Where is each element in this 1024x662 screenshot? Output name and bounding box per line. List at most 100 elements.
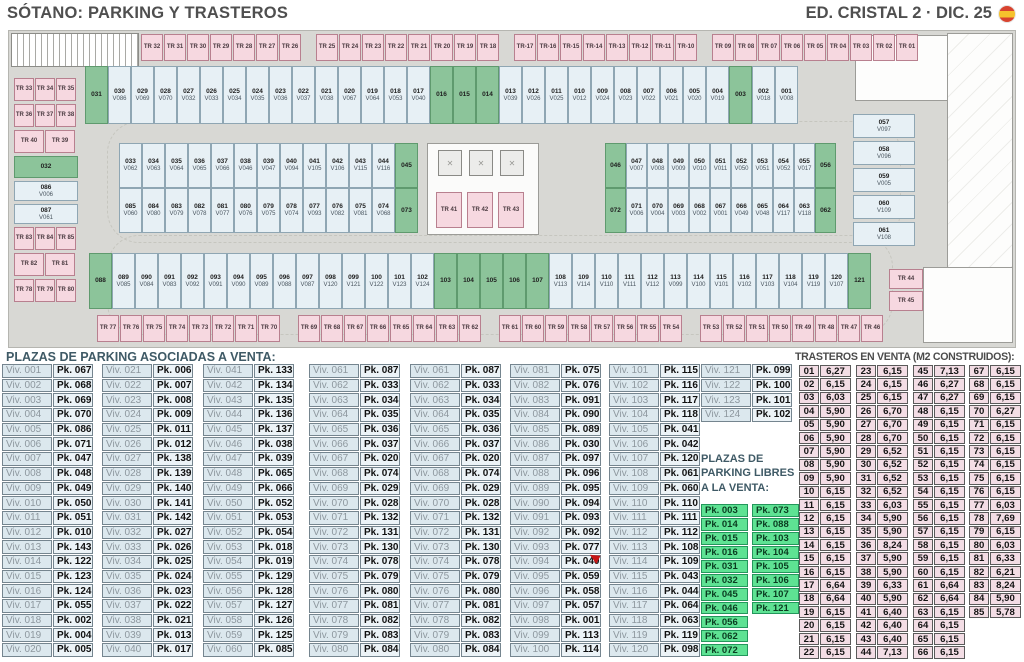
viv-cell: Viv. 110 <box>609 496 659 510</box>
trastero-m2-cell: 6,40 <box>877 632 908 646</box>
stall-number: 030 <box>114 87 125 95</box>
pk-cell: Pk. 111 <box>660 510 700 525</box>
stall-number: 107 <box>532 277 543 285</box>
pk-cell: Pk. 133 <box>254 364 294 378</box>
parking-table-row: Viv. 065 Pk. 036 <box>309 422 400 437</box>
trastero-m2-cell: 6,03 <box>820 391 851 405</box>
trastero-number-cell: 84 <box>969 592 989 606</box>
stall-unit-code: V083 <box>162 281 177 288</box>
stall-number: 059 <box>878 172 890 180</box>
trastero-m2-cell: 6,15 <box>934 485 965 498</box>
stall-number: 057 <box>878 118 890 126</box>
viv-cell: Viv. 064 <box>410 408 460 422</box>
parking-table-row: Viv. 092 Pk. 092 <box>510 525 601 540</box>
elevators: ✕ ✕ ✕ <box>438 150 524 176</box>
trastero-number-cell: 70 <box>969 405 989 418</box>
trastero-group: TR 69 TR 68 TR 67 TR 66 TR 65 TR 64 TR 63 TR 62 <box>298 315 481 342</box>
trastero-m2-cell: 5,90 <box>877 512 908 525</box>
stall-unit-code: V017 <box>797 166 812 173</box>
stall-number: 086 <box>40 183 52 191</box>
pk-cell: Pk. 082 <box>360 613 400 628</box>
pk-cell: Pk. 025 <box>153 554 193 569</box>
trastero-number-cell: 15 <box>799 552 819 565</box>
viv-cell: Viv. 019 <box>2 628 52 643</box>
stall-number: 103 <box>440 277 451 285</box>
parking-stall-092: 092 V092 <box>181 253 204 309</box>
parking-table-row: Viv. 091 Pk. 093 <box>510 510 601 525</box>
stall-unit-code: V112 <box>645 281 660 288</box>
trastero-tr-26: TR 26 <box>279 34 301 61</box>
trastero-group: TR 61 TR 60 TR 59 TR 58 TR 57 TR 56 TR 55 TR 54 <box>499 315 682 342</box>
trastero-group: TR 32 TR 31 TR 30 TR 29 TR 28 TR 27 TR 26 <box>141 34 301 61</box>
trastero-row: 73 6,15 <box>969 445 1021 458</box>
trastero-number-cell: 32 <box>856 485 876 498</box>
stall-unit-code: V115 <box>353 166 368 173</box>
stall-unit-code: V063 <box>146 166 161 173</box>
pk-cell: Pk. 028 <box>360 496 400 510</box>
trastero-row: 09 5,90 <box>799 472 851 485</box>
viv-cell: Viv. 030 <box>102 496 152 510</box>
free-pk-cell: Pk. 103 <box>752 531 799 545</box>
trastero-tr-32: TR 32 <box>141 34 163 61</box>
pk-cell: Pk. 089 <box>561 422 601 437</box>
trastero-tr-82: TR 82 <box>14 253 44 276</box>
trastero-m2-cell: 6,15 <box>820 525 851 539</box>
free-parking-title-line: A LA VENTA: <box>701 481 770 494</box>
stall-number: 033 <box>125 158 136 166</box>
parking-stall-068: 068 V002 <box>689 188 710 233</box>
parking-table-row: Viv. 035 Pk. 024 <box>102 569 193 584</box>
parking-table-row: Viv. 080 Pk. 084 <box>309 643 400 657</box>
pk-cell: Pk. 132 <box>461 510 501 525</box>
stall-number: 029 <box>137 87 148 95</box>
trastero-m2-cell: 5,90 <box>877 565 908 579</box>
stall-number: 047 <box>631 158 642 166</box>
stall-unit-code: V116 <box>376 166 391 173</box>
parking-stall-100: 100 V122 <box>365 253 388 309</box>
stall-number: 113 <box>670 273 681 281</box>
trastero-row: 31 6,52 <box>856 472 908 485</box>
stall-unit-code: V090 <box>231 281 246 288</box>
trastero-number-cell: 77 <box>969 498 989 512</box>
trastero-row: 12 6,15 <box>799 512 851 525</box>
stall-number: 120 <box>831 273 842 281</box>
stall-unit-code: V002 <box>692 211 707 218</box>
trastero-number-cell: 71 <box>969 418 989 431</box>
trastero-number-cell: 61 <box>913 579 933 592</box>
viv-cell: Viv. 042 <box>203 378 253 393</box>
trastero-m2-cell: 6,52 <box>877 458 908 472</box>
pk-cell: Pk. 140 <box>153 481 193 496</box>
trastero-tr-08: TR 08 <box>735 34 757 61</box>
parking-table-row: Viv. 041 Pk. 133 <box>203 364 294 378</box>
parking-table-row: Viv. 109 Pk. 060 <box>609 481 700 496</box>
left-trastero-row: TR 36 TR 37 TR 38 <box>14 104 80 127</box>
parking-stall-004: 004 V019 <box>706 66 729 124</box>
parking-stall-007: 007 V022 <box>637 66 660 124</box>
stall-unit-code: V032 <box>181 95 196 102</box>
trastero-tr-77: TR 77 <box>97 315 119 342</box>
stall-number: 077 <box>309 203 320 211</box>
free-pk-cell: Pk. 072 <box>701 643 748 657</box>
pk-cell: Pk. 054 <box>254 525 294 540</box>
stall-number: 067 <box>715 203 726 211</box>
pk-cell: Pk. 143 <box>53 540 93 554</box>
viv-cell: Viv. 115 <box>609 569 659 584</box>
stall-number: 015 <box>459 91 470 99</box>
pk-cell: Pk. 036 <box>360 422 400 437</box>
stall-unit-code: V100 <box>691 281 706 288</box>
parking-stall-080: 080 V076 <box>234 188 257 233</box>
trastero-row: 54 6,15 <box>913 485 965 498</box>
parking-stall-048: 048 V008 <box>647 143 668 188</box>
stall-number: 078 <box>286 203 297 211</box>
parking-table-row: Viv. 002 Pk. 068 <box>2 378 93 393</box>
stall-unit-code: V080 <box>146 211 161 218</box>
trastero-m2-cell: 7,13 <box>934 365 965 378</box>
parking-table-row: Viv. 067 Pk. 020 <box>309 452 400 466</box>
parking-stall-034: 034 V063 <box>142 143 165 188</box>
parking-table-row: Viv. 022 Pk. 007 <box>102 378 193 393</box>
parking-table-row: Viv. 061 Pk. 087 <box>410 364 501 378</box>
trastero-tr-19: TR 19 <box>454 34 476 61</box>
stall-number: 054 <box>778 158 789 166</box>
pk-cell: Pk. 017 <box>153 643 193 657</box>
viv-cell: Viv. 016 <box>2 584 52 598</box>
parking-stall-018: 018 V053 <box>384 66 407 124</box>
